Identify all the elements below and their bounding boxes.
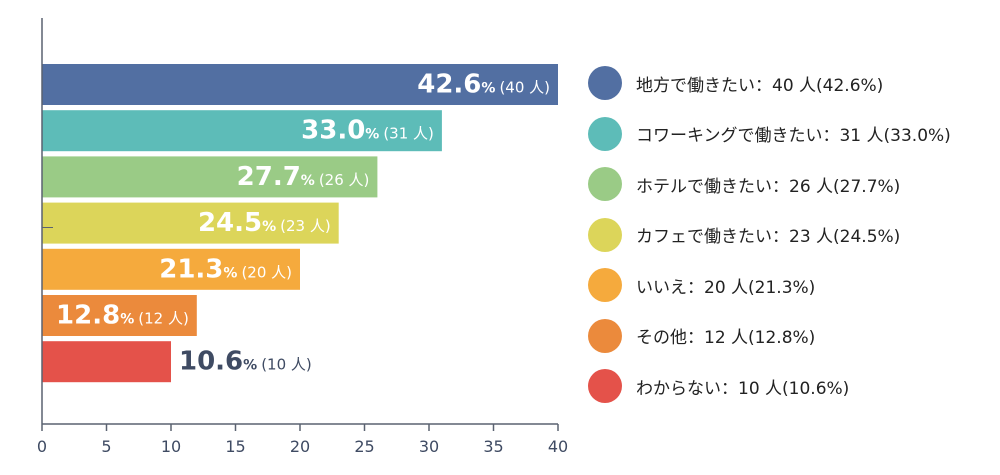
bar-6 <box>42 341 171 383</box>
data-label-percent-unit-6: % <box>243 358 257 374</box>
bar-0 <box>42 64 558 105</box>
data-label-count-2: (26 人) <box>319 171 370 189</box>
bar-5 <box>42 295 197 336</box>
legend-item-3: カフェで働きたい：23 人(24.5%) <box>588 210 993 261</box>
legend-swatch-0 <box>588 66 622 101</box>
data-label-percent-3: 24.5 <box>198 208 262 238</box>
data-label-count-3: (23 人) <box>280 217 331 235</box>
x-tick-label-1: 5 <box>101 437 111 456</box>
legend-swatch-5 <box>588 318 622 353</box>
bar-2 <box>42 156 378 198</box>
data-label-percent-unit-0: % <box>481 81 495 97</box>
x-tick-label-8: 40 <box>548 437 568 456</box>
legend-item-6: わからない：10 人(10.6%) <box>588 361 993 412</box>
bar-1 <box>42 110 442 152</box>
legend-label-2: ホテルで働きたい：26 人(27.7%) <box>636 176 901 197</box>
legend-item-1: コワーキングで働きたい：31 人(33.0%) <box>588 109 993 160</box>
data-label-5: 12.8% (12 人) <box>56 301 189 331</box>
x-tick-label-5: 25 <box>354 437 374 456</box>
legend-item-0: 地方で働きたい：40 人(42.6%) <box>588 58 993 109</box>
data-label-count-4: (20 人) <box>241 263 292 281</box>
x-tick-label-7: 35 <box>483 437 503 456</box>
legend-label-3: カフェで働きたい：23 人(24.5%) <box>636 227 901 248</box>
legend-item-5: その他：12 人(12.8%) <box>588 311 993 362</box>
x-tick-label-0: 0 <box>37 437 47 456</box>
data-label-percent-unit-4: % <box>223 265 237 281</box>
data-label-percent-6: 10.6 <box>179 347 243 377</box>
data-label-0: 42.6% (40 人) <box>417 70 550 100</box>
data-label-count-5: (12 人) <box>138 310 189 328</box>
legend-swatch-6 <box>588 369 622 404</box>
data-label-3: 24.5% (23 人) <box>198 208 331 238</box>
data-label-2: 27.7% (26 人) <box>237 162 370 192</box>
data-label-percent-1: 33.0 <box>301 116 365 146</box>
data-label-percent-unit-2: % <box>301 173 315 189</box>
data-label-percent-0: 42.6 <box>417 70 481 100</box>
legend-swatch-3 <box>588 217 622 252</box>
legend-swatch-1 <box>588 116 622 151</box>
legend: 地方で働きたい：40 人(42.6%) コワーキングで働きたい：31 人(33.0… <box>588 58 993 412</box>
x-tick-label-4: 20 <box>290 437 310 456</box>
legend-label-4: いいえ：20 人(21.3%) <box>636 277 816 298</box>
x-tick-label-2: 10 <box>161 437 181 456</box>
legend-label-1: コワーキングで働きたい：31 人(33.0%) <box>636 126 951 147</box>
data-label-percent-5: 12.8 <box>56 301 120 331</box>
legend-label-0: 地方で働きたい：40 人(42.6%) <box>636 75 884 96</box>
legend-swatch-2 <box>588 167 622 202</box>
bar-3 <box>42 202 339 244</box>
data-label-count-0: (40 人) <box>499 79 550 97</box>
legend-swatch-4 <box>588 268 622 303</box>
legend-label-6: わからない：10 人(10.6%) <box>636 378 850 399</box>
data-label-percent-2: 27.7 <box>237 162 301 192</box>
legend-item-4: いいえ：20 人(21.3%) <box>588 260 993 311</box>
data-label-percent-4: 21.3 <box>159 254 223 284</box>
legend-item-2: ホテルで働きたい：26 人(27.7%) <box>588 159 993 210</box>
legend-label-5: その他：12 人(12.8%) <box>636 328 816 349</box>
data-label-count-6: (10 人) <box>261 356 312 374</box>
x-tick-label-6: 30 <box>419 437 439 456</box>
data-label-count-1: (31 人) <box>383 125 434 143</box>
x-tick-label-3: 15 <box>225 437 245 456</box>
bar-4 <box>42 248 300 290</box>
data-label-percent-unit-5: % <box>120 312 134 328</box>
data-label-4: 21.3% (20 人) <box>159 254 292 284</box>
data-label-percent-unit-3: % <box>262 219 276 235</box>
data-label-1: 33.0% (31 人) <box>301 116 434 146</box>
data-label-percent-unit-1: % <box>365 127 379 143</box>
data-label-6: 10.6% (10 人) <box>179 347 312 377</box>
